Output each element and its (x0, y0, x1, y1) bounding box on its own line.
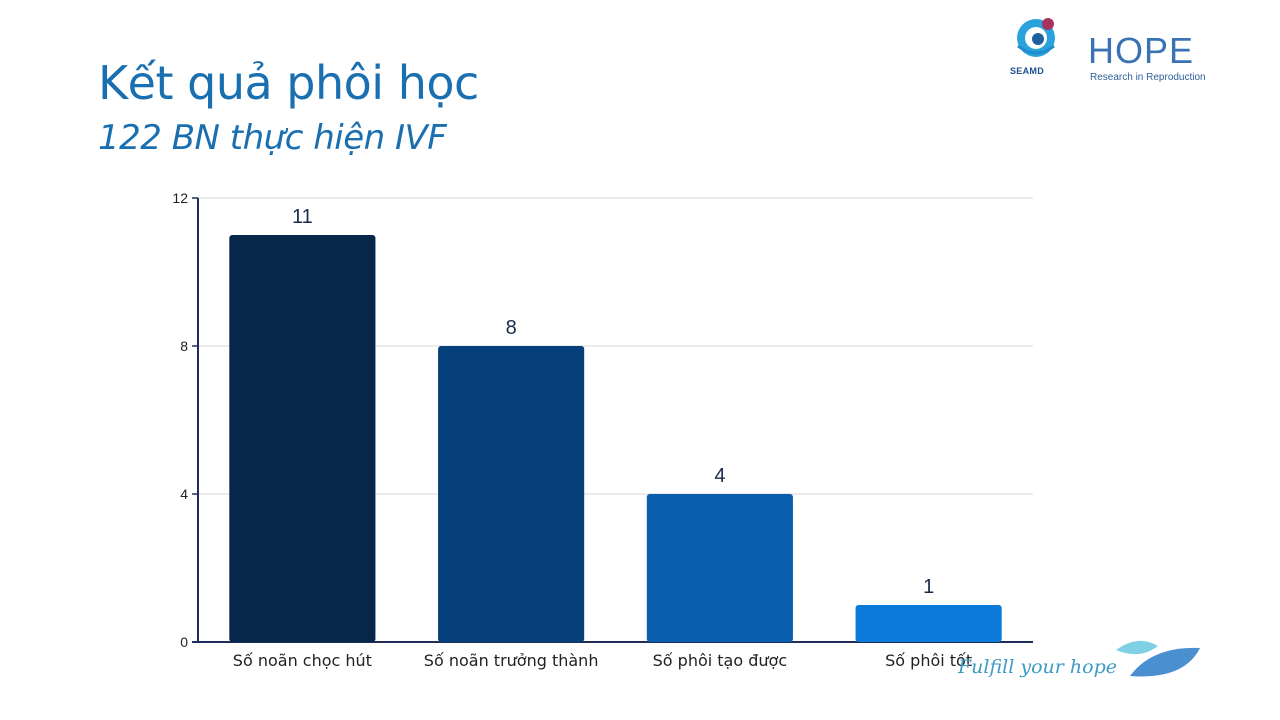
page-title: Kết quả phôi học (98, 56, 479, 110)
x-tick-label: Số noãn chọc hút (233, 651, 372, 670)
page-subtitle: 122 BN thực hiện IVF (98, 118, 447, 158)
logo-area: SEAMD HOPE Research in Reproduction (990, 16, 1210, 88)
y-tick-label: 12 (172, 190, 188, 206)
seamd-logo-icon (1017, 18, 1055, 57)
y-tick-label: 4 (180, 486, 188, 502)
seamd-logo-text: SEAMD (1010, 66, 1045, 76)
data-label: 4 (714, 465, 725, 487)
bar (855, 605, 1002, 642)
x-tick-label: Số phôi tốt (885, 651, 972, 670)
leaf-logo-icon (1116, 640, 1200, 677)
hope-logo-text: HOPE (1088, 30, 1195, 71)
x-tick-label: Số phôi tạo được (653, 651, 787, 670)
hope-tagline: Research in Reproduction (1090, 72, 1206, 83)
y-tick-label: 0 (180, 634, 188, 650)
bar (646, 494, 793, 642)
data-label: 8 (506, 317, 517, 339)
bar (229, 235, 376, 642)
data-label: 1 (923, 576, 934, 598)
data-label: 11 (292, 206, 313, 228)
y-tick-label: 8 (180, 338, 188, 354)
footer-slogan: Fulfill your hope (958, 656, 1117, 678)
x-tick-label: Số noãn trưởng thành (424, 651, 599, 670)
bar (438, 346, 585, 642)
